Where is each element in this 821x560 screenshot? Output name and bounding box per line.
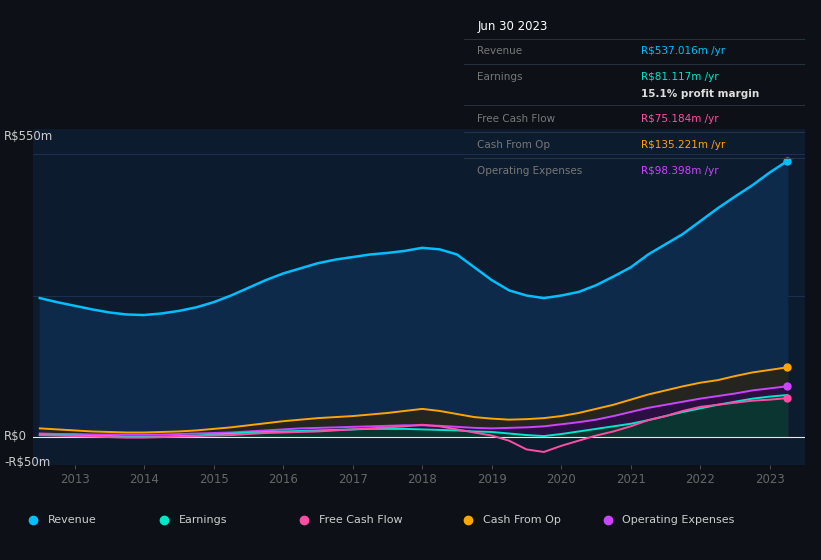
- Text: R$550m: R$550m: [4, 130, 53, 143]
- Text: R$98.398m /yr: R$98.398m /yr: [641, 166, 718, 176]
- Text: Cash From Op: Cash From Op: [478, 140, 551, 150]
- Text: Operating Expenses: Operating Expenses: [622, 515, 735, 525]
- Text: R$75.184m /yr: R$75.184m /yr: [641, 114, 718, 124]
- Text: Revenue: Revenue: [48, 515, 96, 525]
- Text: R$537.016m /yr: R$537.016m /yr: [641, 46, 725, 56]
- Text: Jun 30 2023: Jun 30 2023: [478, 20, 548, 32]
- Text: R$81.117m /yr: R$81.117m /yr: [641, 72, 718, 82]
- Text: Revenue: Revenue: [478, 46, 523, 56]
- Text: Earnings: Earnings: [179, 515, 227, 525]
- Text: -R$50m: -R$50m: [4, 456, 50, 469]
- Text: Earnings: Earnings: [478, 72, 523, 82]
- Text: Free Cash Flow: Free Cash Flow: [319, 515, 402, 525]
- Text: Cash From Op: Cash From Op: [483, 515, 561, 525]
- Text: R$0: R$0: [4, 430, 27, 443]
- Text: Free Cash Flow: Free Cash Flow: [478, 114, 556, 124]
- Text: R$135.221m /yr: R$135.221m /yr: [641, 140, 725, 150]
- Text: 15.1% profit margin: 15.1% profit margin: [641, 89, 759, 99]
- Text: Operating Expenses: Operating Expenses: [478, 166, 583, 176]
